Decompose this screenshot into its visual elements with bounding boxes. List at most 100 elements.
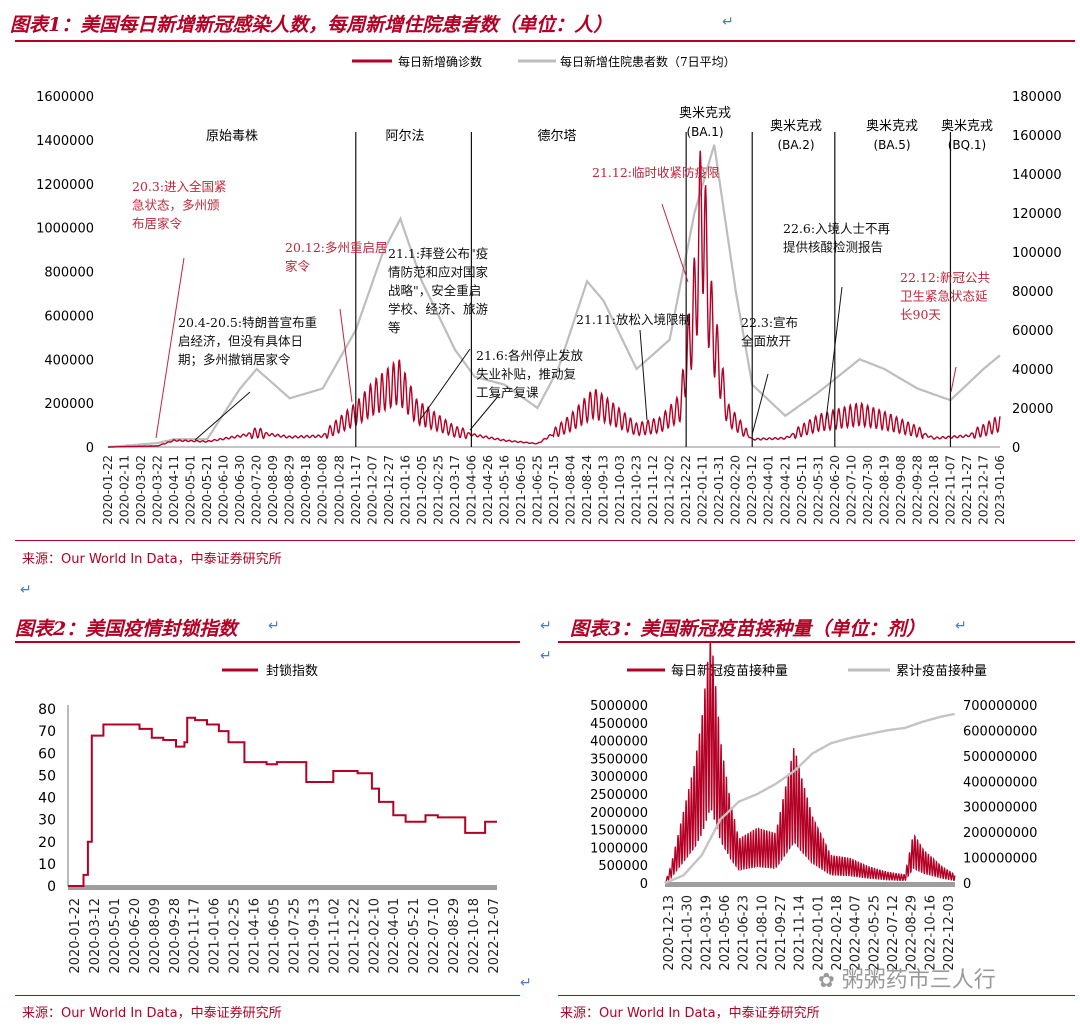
x-tick-label: 2022-07-30 bbox=[861, 455, 875, 525]
x-tick-label: 2022-04-01 bbox=[762, 455, 776, 525]
y-tick: 40 bbox=[38, 791, 56, 807]
x-tick-label: 2021-11-02 bbox=[327, 898, 342, 974]
x-tick-label: 2021-01-06 bbox=[208, 898, 223, 974]
chart2-title: 图表2：美国疫情封锁指数 bbox=[15, 618, 238, 640]
chart1-plot: 每日新增确诊数 每日新增住院患者数（7日平均）160000014000001200… bbox=[36, 54, 1062, 525]
y-left-tick: 800000 bbox=[44, 266, 94, 281]
annotation-text: 20.12:多州重启居 bbox=[285, 240, 388, 255]
y-right-tick: 500000000 bbox=[963, 750, 1037, 765]
x-tick-label: 2020-12-27 bbox=[382, 455, 396, 525]
x-tick-label: 2022-08-29 bbox=[447, 898, 462, 974]
x-tick-label: 2023-01-06 bbox=[993, 455, 1007, 525]
x-tick-label: 2021-05-06 bbox=[718, 895, 733, 971]
chart3-title-rule bbox=[558, 641, 1075, 643]
x-tick-label: 2022-08-19 bbox=[877, 455, 891, 525]
x-tick-label: 2021-12-02 bbox=[663, 455, 677, 525]
y-right-tick: 20000 bbox=[1012, 402, 1053, 417]
y-tick: 60 bbox=[38, 746, 56, 762]
return-mark-icon: ↵ bbox=[722, 14, 734, 30]
x-tick-label: 2022-01-01 bbox=[811, 895, 826, 971]
x-tick-label: 2022-10-16 bbox=[923, 895, 938, 971]
x-tick-label: 2021-07-15 bbox=[547, 455, 561, 525]
x-tick-label: 2021-06-05 bbox=[268, 898, 283, 974]
y-right-tick: 80000 bbox=[1012, 285, 1053, 300]
chart1-title-rule bbox=[15, 40, 1075, 42]
x-tick-label: 2020-11-17 bbox=[349, 455, 363, 525]
y-right-tick: 160000 bbox=[1012, 129, 1062, 144]
annotation-text: 战略"，安全重启 bbox=[388, 283, 481, 298]
x-tick-label: 2021-03-19 bbox=[699, 895, 714, 971]
x-tick-label: 2020-09-28 bbox=[168, 898, 183, 974]
x-tick-label: 2020-06-30 bbox=[233, 455, 247, 525]
legend-daily-label: 每日新冠疫苗接种量 bbox=[671, 663, 788, 679]
x-tick-label: 2020-10-08 bbox=[316, 455, 330, 525]
x-tick-label: 2021-09-13 bbox=[307, 898, 322, 974]
x-tick-label: 2020-08-29 bbox=[283, 455, 297, 525]
x-tick-label: 2022-09-28 bbox=[910, 455, 924, 525]
x-tick-label: 2020-12-07 bbox=[365, 455, 379, 525]
variant-label: 奥米克戎 bbox=[770, 119, 822, 134]
annotation-pointer-line bbox=[194, 391, 251, 441]
x-tick-label: 2020-10-28 bbox=[332, 455, 346, 525]
x-axis-band bbox=[68, 885, 497, 890]
x-tick-label: 2020-05-01 bbox=[184, 455, 198, 525]
annotation-text: 期；多州撤销居家令 bbox=[178, 352, 291, 367]
y-left-tick: 4500000 bbox=[590, 717, 648, 732]
x-tick-label: 2022-11-07 bbox=[943, 455, 957, 525]
x-tick-label: 2020-04-11 bbox=[167, 455, 181, 525]
y-right-tick: 700000000 bbox=[963, 699, 1037, 714]
y-tick: 10 bbox=[38, 857, 56, 873]
chart2-plot: 封锁指数 80 70 60 50 40 30 20 10 0 2020-01-22 2020-03-1… bbox=[38, 663, 502, 974]
chart3-plot: 每日新冠疫苗接种量 累计疫苗接种量500000045000004000000350… bbox=[590, 643, 1037, 971]
annotation-text: 长90天 bbox=[900, 307, 941, 322]
variant-sub-label: (BA.2) bbox=[777, 138, 814, 152]
x-tick-label: 2021-10-23 bbox=[630, 455, 644, 525]
x-tick-label: 2021-06-23 bbox=[737, 895, 752, 971]
annotation-text: 等 bbox=[388, 320, 401, 335]
x-tick-label: 2020-08-09 bbox=[266, 455, 280, 525]
annotation-text: 家令 bbox=[285, 259, 311, 274]
y-right-tick: 40000 bbox=[1012, 363, 1053, 378]
x-tick-label: 2020-01-22 bbox=[68, 898, 83, 974]
x-tick-label: 2020-05-01 bbox=[108, 898, 123, 974]
annotation-text: 工复产复课 bbox=[476, 385, 539, 400]
y-right-tick: 60000 bbox=[1012, 324, 1053, 339]
chart1-title: 图表1：美国每日新增新冠感染人数，每周新增住院患者数（单位：人） bbox=[10, 14, 613, 36]
y-right-tick: 100000000 bbox=[963, 852, 1037, 867]
x-tick-label: 2021-02-25 bbox=[431, 455, 445, 525]
y-right-tick: 180000 bbox=[1012, 90, 1062, 105]
x-tick-label: 2022-03-12 bbox=[745, 455, 759, 525]
annotation-pointer-line bbox=[751, 373, 769, 436]
y-left-tick: 3500000 bbox=[590, 752, 648, 767]
y-left-tick: 400000 bbox=[44, 353, 94, 368]
x-tick-label: 2021-03-17 bbox=[448, 455, 462, 525]
annotation-text: 急状态，多州颁 bbox=[132, 198, 220, 213]
y-right-tick: 400000000 bbox=[963, 775, 1037, 790]
x-tick-label: 2021-06-25 bbox=[530, 455, 544, 525]
chart2-source-rule bbox=[15, 995, 520, 996]
x-axis-band bbox=[665, 882, 955, 887]
annotation-text: 失业补贴，推动复 bbox=[476, 367, 577, 382]
lockdown-index-series bbox=[68, 716, 497, 887]
return-mark-icon: ↵ bbox=[540, 648, 552, 664]
x-tick-label: 2021-01-30 bbox=[681, 895, 696, 971]
variant-label: 奥米克戎 bbox=[866, 119, 918, 134]
wechat-icon: ✿ bbox=[818, 968, 835, 992]
x-tick-label: 2021-12-22 bbox=[679, 455, 693, 525]
x-tick-label: 2020-09-18 bbox=[299, 455, 313, 525]
y-left-tick: 0 bbox=[640, 877, 648, 892]
annotation-text: 20.4-20.5:特朗普宣布重 bbox=[178, 315, 317, 330]
y-tick: 80 bbox=[38, 702, 56, 718]
x-tick-label: 2021-06-05 bbox=[514, 455, 528, 525]
x-tick-label: 2021-11-14 bbox=[793, 895, 808, 971]
y-left-tick: 3000000 bbox=[590, 770, 648, 785]
variant-label: 原始毒株 bbox=[206, 129, 258, 144]
x-tick-label: 2022-07-10 bbox=[844, 455, 858, 525]
x-tick-label: 2020-06-20 bbox=[128, 898, 143, 974]
annotation-text: 21.12:临时收紧防疫限 bbox=[592, 165, 720, 180]
y-right-tick: 100000 bbox=[1012, 246, 1062, 261]
annotation-text: 22.3:宣布 bbox=[741, 315, 798, 330]
y-tick: 20 bbox=[38, 835, 56, 851]
x-tick-label: 2022-01-11 bbox=[696, 455, 710, 525]
annotation-pointer-line bbox=[825, 286, 843, 421]
